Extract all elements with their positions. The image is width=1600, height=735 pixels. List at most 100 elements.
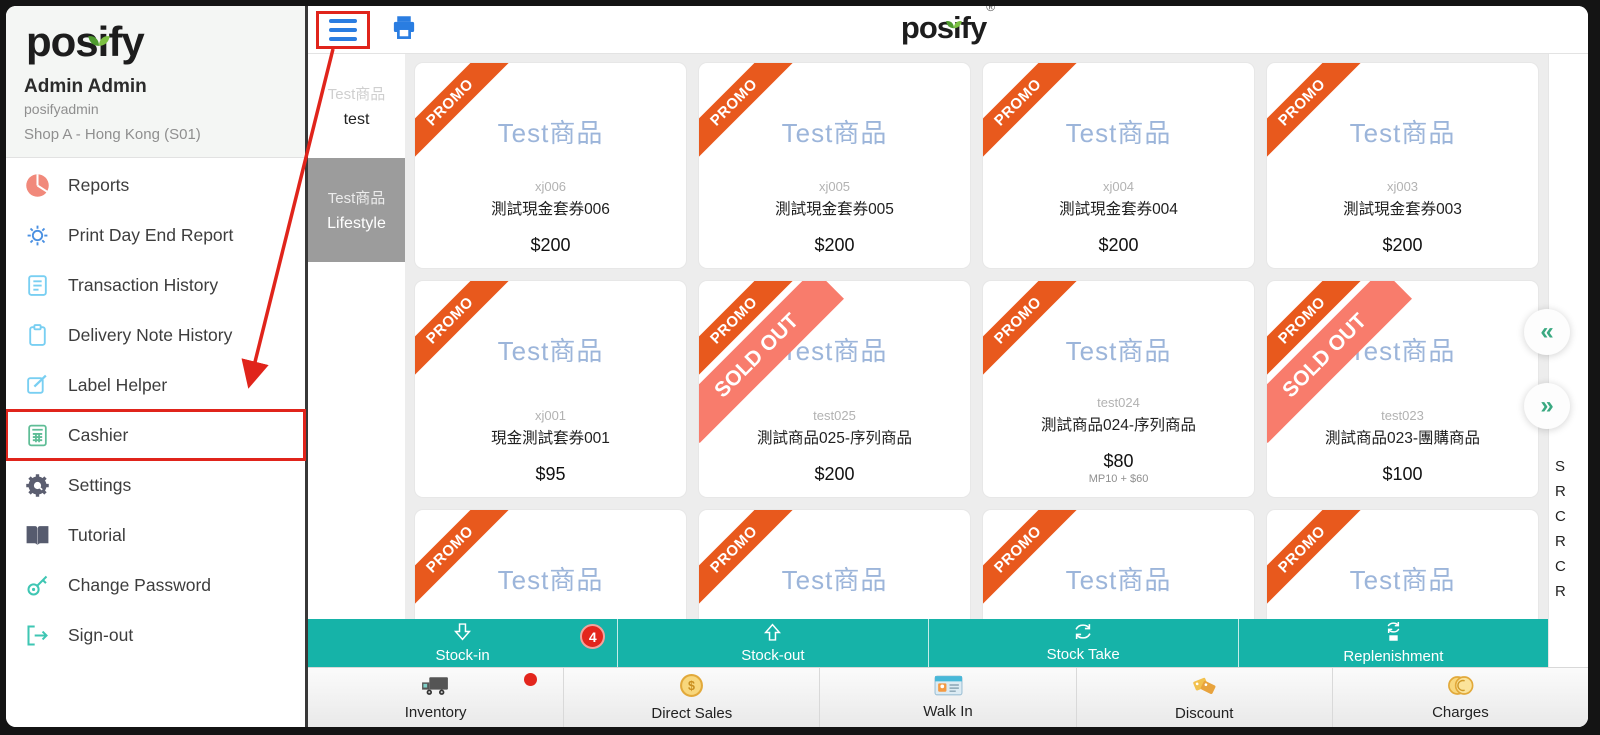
product-image-title: Test商品 (497, 565, 604, 595)
product-name: 測試現金套券005 (775, 201, 894, 218)
product-card[interactable]: PROMO Test商品 (699, 510, 970, 619)
product-card-xj003[interactable]: PROMO Test商品 xj003 測試現金套券003 $200 (1267, 63, 1538, 268)
category-title: Test商品 (327, 86, 386, 103)
sidebar-item-label: Change Password (68, 574, 211, 595)
sidebar: posify Admin Admin posifyadmin Shop A - … (6, 6, 308, 727)
product-image-title: Test商品 (1065, 118, 1172, 148)
product-price: $80 (1103, 451, 1134, 471)
clipboard-icon (6, 323, 68, 348)
product-code: xj001 (534, 408, 567, 423)
notification-dot (524, 673, 538, 686)
leaf-icon (945, 6, 963, 37)
sidebar-item-print-day-end-report[interactable]: Print Day End Report (6, 210, 305, 260)
product-image-title: Test商品 (1349, 118, 1456, 148)
product-price-note: MP10 + $60 (1088, 473, 1149, 485)
sidebar-item-label: Settings (68, 474, 132, 495)
product-grid: PROMO Test商品 xj006 測試現金套券006 $200 PROMO Test商品… (405, 54, 1548, 619)
sidebar-item-settings[interactable]: Settings (6, 460, 305, 510)
registered-mark: ® (986, 6, 996, 14)
stock-action-bar: Stock-in 4 Stock-out Stock Take Replenishmen… (308, 619, 1548, 667)
nav-item-direct-sales[interactable]: $ Direct Sales (564, 668, 821, 727)
sidebar-item-delivery-note-history[interactable]: Delivery Note History (6, 310, 305, 360)
clipped-text-line: R (1555, 583, 1566, 600)
sidebar-logo: posify (26, 18, 145, 66)
category-subtitle: test (343, 111, 370, 128)
category-title: Test商品 (327, 190, 386, 207)
product-card-xj004[interactable]: PROMO Test商品 xj004 測試現金套券004 $200 (983, 63, 1254, 268)
category-tab-lifestyle[interactable]: Test商品 Lifestyle (308, 158, 405, 262)
book-icon (6, 523, 68, 548)
clipped-text-line: S (1555, 458, 1566, 475)
product-card-xj006[interactable]: PROMO Test商品 xj006 測試現金套券006 $200 (415, 63, 686, 268)
edit-icon (6, 373, 68, 398)
sidebar-item-tutorial[interactable]: Tutorial (6, 510, 305, 560)
promo-ribbon: PROMO (699, 510, 794, 610)
product-price: $100 (1382, 464, 1423, 484)
product-image-title: Test商品 (1065, 565, 1172, 595)
product-card-xj001[interactable]: PROMO Test商品 xj001 現金測試套券001 $95 (415, 281, 686, 497)
product-card-test024[interactable]: PROMO Test商品 test024 測試商品024-序列商品 $80 MP10 + … (983, 281, 1254, 497)
sidebar-item-sign-out[interactable]: Sign-out (6, 610, 305, 660)
pie-chart-icon (6, 172, 68, 199)
hamburger-menu-button[interactable] (316, 10, 370, 49)
nav-item-label: Direct Sales (651, 705, 733, 722)
sun-icon (6, 223, 68, 248)
promo-ribbon: PROMO (415, 63, 510, 163)
arrow-down-outline-icon (454, 622, 472, 646)
sidebar-item-label-helper[interactable]: Label Helper (6, 360, 305, 410)
product-card[interactable]: PROMO Test商品 (1267, 510, 1538, 619)
profile-block: posify Admin Admin posifyadmin Shop A - … (6, 6, 305, 158)
nav-item-discount[interactable]: Discount (1077, 668, 1333, 727)
leaf-icon (87, 9, 111, 57)
stock-action-replenishment[interactable]: Replenishment (1239, 619, 1548, 667)
product-name: 測試商品025-序列商品 (756, 430, 913, 447)
sidebar-item-label: Sign-out (68, 624, 134, 645)
printer-icon (390, 14, 418, 46)
nav-item-label: Inventory (404, 704, 467, 721)
stock-action-stock-in[interactable]: Stock-in 4 (308, 619, 619, 667)
sidebar-item-cashier[interactable]: Cashier (6, 409, 306, 461)
category-column: Test商品 test Test商品 Lifestyle (308, 54, 405, 619)
product-card-test023[interactable]: PROMO SOLD OUT Test商品 test023 測試商品023-團購商品 $1… (1267, 281, 1538, 497)
hamburger-icon (329, 18, 357, 23)
calculator-icon (6, 423, 68, 448)
print-button[interactable] (390, 14, 418, 46)
product-image-title: Test商品 (497, 118, 604, 148)
tags-icon (1191, 673, 1218, 703)
top-toolbar: posify ® (308, 6, 1588, 54)
id-card-icon (934, 675, 963, 701)
arrow-up-outline-icon (764, 622, 782, 646)
sidebar-item-label: Reports (68, 174, 130, 195)
stock-action-label: Stock-out (741, 646, 805, 664)
category-subtitle: Lifestyle (327, 215, 386, 232)
sidebar-item-transaction-history[interactable]: Transaction History (6, 260, 305, 310)
body-row: Test商品 test Test商品 Lifestyle PROMO Test商品 xj0… (308, 54, 1588, 667)
category-tab-test[interactable]: Test商品 test (308, 54, 405, 158)
sidebar-item-change-password[interactable]: Change Password (6, 560, 305, 610)
sidebar-item-label: Transaction History (68, 274, 219, 295)
nav-item-label: Charges (1432, 704, 1489, 721)
product-name: 測試現金套券003 (1343, 201, 1462, 218)
header-logo: posify ® (901, 6, 995, 46)
clipped-text-line: C (1555, 558, 1566, 575)
coin-icon: $ (679, 673, 704, 703)
nav-item-inventory[interactable]: Inventory (308, 668, 565, 727)
expand-panel-button[interactable]: » (1524, 383, 1570, 429)
product-card[interactable]: PROMO Test商品 (983, 510, 1254, 619)
collapse-panel-button[interactable]: « (1524, 309, 1570, 355)
nav-item-walk-in[interactable]: Walk In (820, 668, 1077, 727)
key-icon (6, 572, 68, 599)
clipped-text-line: C (1555, 508, 1566, 525)
stock-action-stock-out[interactable]: Stock-out (618, 619, 929, 667)
sidebar-item-reports[interactable]: Reports (6, 160, 305, 210)
promo-ribbon: PROMO (1267, 510, 1362, 610)
product-price: $95 (535, 464, 566, 484)
product-name: 測試現金套券006 (491, 201, 610, 218)
product-card-test025[interactable]: PROMO SOLD OUT Test商品 test025 測試商品025-序列商品 $2… (699, 281, 970, 497)
product-card[interactable]: PROMO Test商品 (415, 510, 686, 619)
product-card-xj005[interactable]: PROMO Test商品 xj005 測試現金套券005 $200 (699, 63, 970, 268)
stock-action-stock-take[interactable]: Stock Take (929, 619, 1239, 667)
sign-out-icon (6, 622, 68, 649)
nav-item-charges[interactable]: Charges (1333, 668, 1588, 727)
